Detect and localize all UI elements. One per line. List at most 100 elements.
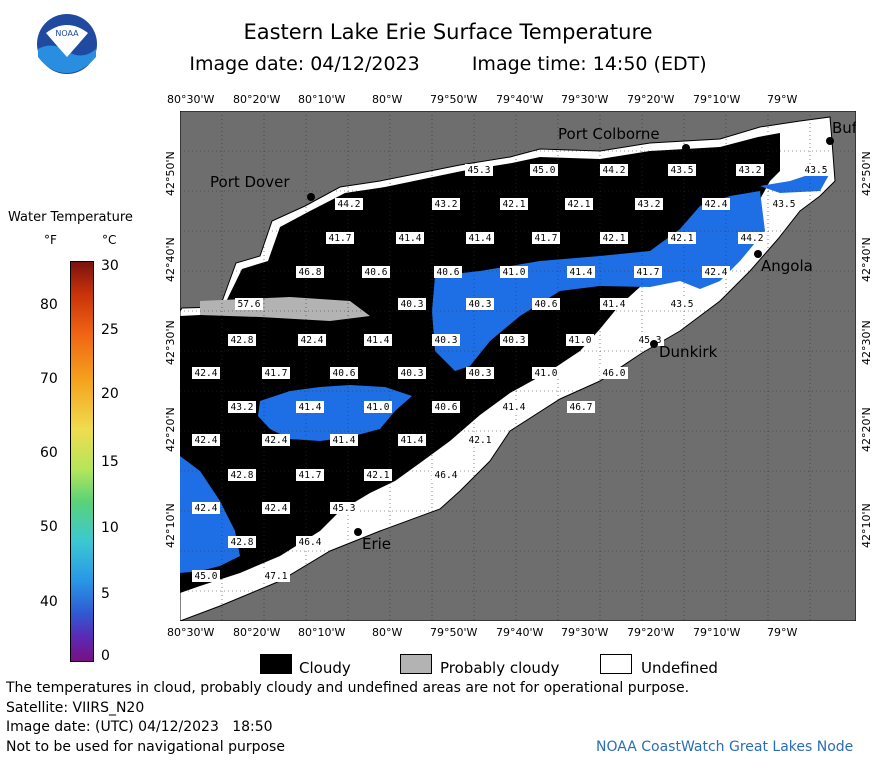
temperature-value: 45.3 <box>639 335 662 346</box>
temperature-label: 42.4 <box>192 434 220 446</box>
temperature-value: 41.4 <box>570 267 593 278</box>
cities: Port Colborne Buf Port Dover Angola Dunkirk E… <box>210 119 858 553</box>
colorbar-title: Water Temperature <box>8 210 133 225</box>
temperature-label: 45.3 <box>465 164 493 176</box>
lon-tick-top: 79°10'W <box>693 93 741 106</box>
temperature-label-bg <box>228 334 256 346</box>
map-subtitle: Image date: 04/12/2023 Image time: 14:50… <box>0 53 896 75</box>
temperature-label-bg <box>738 232 766 244</box>
temperature-label: 42.8 <box>228 334 256 346</box>
temperature-label-bg <box>466 434 494 446</box>
temperature-label-bg <box>262 502 290 514</box>
temperature-label-bg <box>192 367 220 379</box>
temperature-label-bg <box>600 367 628 379</box>
footer-nav-warning: Not to be used for navigational purpose <box>6 739 285 755</box>
lat-tick-right: 42°20'N <box>860 407 873 452</box>
colorbar <box>70 261 94 662</box>
temperature-label: 45.3 <box>330 502 358 514</box>
temperature-value: 40.3 <box>503 335 526 346</box>
lon-tick-top: 80°20'W <box>233 93 281 106</box>
temperature-value: 46.4 <box>299 537 322 548</box>
lon-tick-top: 80°W <box>372 93 403 106</box>
temperature-label-bg <box>500 266 528 278</box>
lat-tick-right: 42°10'N <box>860 503 873 548</box>
temperature-value: 47.1 <box>265 571 288 582</box>
temperature-label-bg <box>668 298 696 310</box>
temperature-label: 42.1 <box>466 434 494 446</box>
temperature-value: 45.0 <box>195 571 218 582</box>
temperature-label-bg <box>770 198 798 210</box>
temperature-value: 41.4 <box>299 402 322 413</box>
temperature-label: 46.8 <box>296 266 324 278</box>
temperature-label: 45.0 <box>530 164 558 176</box>
temperature-value: 41.4 <box>503 402 526 413</box>
temperature-label: 40.6 <box>434 266 462 278</box>
temperature-value: 42.8 <box>231 335 254 346</box>
temperature-label: 41.7 <box>262 367 290 379</box>
temperature-label: 43.2 <box>432 198 460 210</box>
lon-tick-bottom: 80°10'W <box>298 626 346 639</box>
temperature-label: 42.1 <box>565 198 593 210</box>
temperature-label-bg <box>600 232 628 244</box>
temperature-label: 42.4 <box>192 502 220 514</box>
lon-tick-bottom: 79°40'W <box>496 626 544 639</box>
temperature-value: 41.0 <box>535 368 558 379</box>
temperature-label-bg <box>736 164 764 176</box>
temperature-label: 41.4 <box>364 334 392 346</box>
lon-tick-bottom: 79°10'W <box>693 626 741 639</box>
temperature-label: 41.4 <box>330 434 358 446</box>
map[interactable]: 45.3 45.0 44.2 43.5 43.2 43.5 44.2 43.2 42.1 42.1… <box>179 110 858 622</box>
temperature-value: 43.2 <box>638 199 661 210</box>
temperature-label: 42.1 <box>500 198 528 210</box>
footer-disclaimer: The temperatures in cloud, probably clou… <box>6 680 690 696</box>
lon-tick-bottom: 79°20'W <box>627 626 675 639</box>
temperature-label: 46.4 <box>432 469 460 481</box>
city-marker <box>826 137 834 145</box>
temperature-label-bg <box>466 298 494 310</box>
temperature-value: 41.7 <box>265 368 288 379</box>
city-marker <box>354 528 362 536</box>
lon-tick-top: 79°W <box>767 93 798 106</box>
temperature-label-bg <box>192 502 220 514</box>
temperature-label-bg <box>702 198 730 210</box>
temperature-value: 43.5 <box>773 199 796 210</box>
lon-tick-top: 80°30'W <box>167 93 215 106</box>
noaa-logo-text: NOAA <box>55 29 79 38</box>
temperature-label: 46.4 <box>296 536 324 548</box>
lon-tick-top: 80°10'W <box>298 93 346 106</box>
city-label: Buf <box>832 119 856 137</box>
temperature-label-bg <box>262 367 290 379</box>
map-canvas[interactable]: 45.3 45.0 44.2 43.5 43.2 43.5 44.2 43.2 42.1 42.1… <box>179 110 858 622</box>
temperature-label-bg <box>296 536 324 548</box>
temperature-label-bg <box>398 434 426 446</box>
colorbar-tick-f: 60 <box>40 445 58 461</box>
temperature-label: 42.8 <box>228 469 256 481</box>
temperature-label-bg <box>434 266 462 278</box>
temperature-value: 42.1 <box>603 233 626 244</box>
temperature-label: 41.4 <box>466 232 494 244</box>
temperature-label: 40.3 <box>466 298 494 310</box>
temperature-label-bg <box>565 198 593 210</box>
colorbar-tick-f: 80 <box>40 297 58 313</box>
temperature-label-bg <box>702 266 730 278</box>
temperature-label: 42.1 <box>668 232 696 244</box>
city-marker <box>754 250 762 258</box>
cold-water-northeast <box>760 171 830 193</box>
temperature-label-bg <box>228 469 256 481</box>
cold-water-west <box>258 385 412 441</box>
temperature-value: 42.4 <box>705 199 728 210</box>
temperature-label: 41.4 <box>296 401 324 413</box>
temperature-label: 43.5 <box>668 164 696 176</box>
colorbar-tick-c: 15 <box>101 454 119 470</box>
temperature-label: 40.3 <box>398 367 426 379</box>
temperature-label: 41.0 <box>566 334 594 346</box>
temperature-value: 41.0 <box>569 335 592 346</box>
temperature-label-bg <box>364 401 392 413</box>
temperature-label-bg <box>228 536 256 548</box>
temperature-value: 41.7 <box>535 233 558 244</box>
lat-tick-right: 42°40'N <box>860 237 873 282</box>
city-marker <box>682 144 690 152</box>
temperature-value: 40.6 <box>437 267 460 278</box>
temperature-label: 41.4 <box>500 401 528 413</box>
cloud-area <box>180 133 780 593</box>
